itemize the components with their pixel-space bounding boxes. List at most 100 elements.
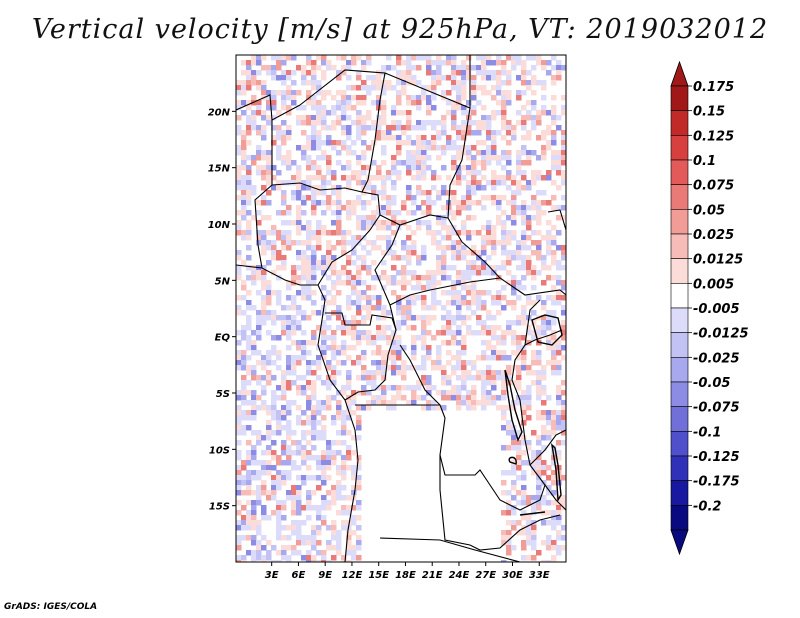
field-cell [256, 60, 262, 66]
field-cell [451, 230, 457, 236]
field-cell [536, 505, 542, 511]
field-cell [561, 310, 566, 316]
field-cell [306, 230, 312, 236]
field-cell [476, 85, 482, 91]
field-cell [441, 275, 447, 281]
field-cell [311, 395, 317, 401]
field-cell [326, 180, 332, 186]
field-cell [431, 200, 437, 206]
field-cell [291, 380, 297, 386]
field-cell [306, 450, 312, 456]
field-cell [391, 195, 397, 201]
field-cell [311, 145, 317, 151]
field-cell [371, 140, 377, 146]
field-cell [246, 265, 252, 271]
field-cell [341, 505, 347, 511]
field-cell [241, 410, 247, 416]
field-cell [301, 475, 307, 481]
field-cell [281, 70, 287, 76]
field-cell [486, 135, 492, 141]
field-cell [266, 150, 272, 156]
field-cell [406, 385, 412, 391]
field-cell [326, 230, 332, 236]
field-cell [421, 325, 427, 331]
field-cell [491, 355, 497, 361]
field-cell [356, 235, 362, 241]
field-cell [391, 255, 397, 261]
field-cell [421, 150, 427, 156]
field-cell [236, 540, 242, 546]
field-cell [326, 405, 332, 411]
field-cell [551, 275, 557, 281]
field-cell [306, 340, 312, 346]
field-cell [481, 245, 487, 251]
field-cell [451, 120, 457, 126]
field-cell [461, 350, 467, 356]
field-cell [306, 255, 312, 261]
field-cell [381, 390, 387, 396]
field-cell [516, 285, 522, 291]
field-cell [261, 240, 267, 246]
field-cell [526, 295, 532, 301]
field-cell [326, 290, 332, 296]
colorbar: 0.1750.150.1250.10.0750.050.0250.01250.0… [670, 60, 749, 556]
field-cell [496, 310, 502, 316]
field-cell [486, 55, 492, 61]
field-cell [266, 115, 272, 121]
field-cell [406, 95, 412, 101]
field-cell [511, 190, 517, 196]
field-cell [311, 275, 317, 281]
field-cell [356, 255, 362, 261]
field-cell [311, 265, 317, 271]
field-cell [306, 145, 312, 151]
field-cell [341, 265, 347, 271]
field-cell [426, 95, 432, 101]
field-cell [321, 90, 327, 96]
field-cell [336, 430, 342, 436]
field-cell [406, 315, 412, 321]
field-cell [306, 185, 312, 191]
field-cell [341, 145, 347, 151]
field-cell [346, 280, 352, 286]
field-cell [451, 200, 457, 206]
field-cell [466, 325, 472, 331]
field-cell [331, 420, 337, 426]
field-cell [291, 305, 297, 311]
field-cell [431, 170, 437, 176]
field-cell [536, 215, 542, 221]
field-cell [281, 395, 287, 401]
field-cell [321, 465, 327, 471]
field-cell [551, 480, 557, 486]
field-cell [526, 255, 532, 261]
field-cell [406, 245, 412, 251]
field-cell [516, 95, 522, 101]
field-cell [521, 230, 527, 236]
field-cell [531, 380, 537, 386]
field-cell [431, 240, 437, 246]
field-cell [371, 220, 377, 226]
field-cell [331, 255, 337, 261]
field-cell [366, 60, 372, 66]
lon-tick-label: 27E [475, 570, 496, 581]
field-cell [411, 75, 417, 81]
colorbar-label: -0.1 [693, 425, 721, 440]
field-cell [236, 150, 242, 156]
field-cell [486, 125, 492, 131]
field-cell [441, 365, 447, 371]
field-cell [506, 250, 512, 256]
field-cell [326, 490, 332, 496]
field-cell [546, 230, 552, 236]
field-cell [441, 375, 447, 381]
field-cell [561, 345, 566, 351]
field-cell [266, 70, 272, 76]
field-cell [491, 250, 497, 256]
field-cell [271, 495, 277, 501]
field-cell [276, 365, 282, 371]
field-cell [351, 205, 357, 211]
field-cell [446, 375, 452, 381]
field-cell [526, 540, 532, 546]
field-cell [261, 355, 267, 361]
field-cell [526, 225, 532, 231]
field-cell [406, 120, 412, 126]
field-cell [336, 195, 342, 201]
